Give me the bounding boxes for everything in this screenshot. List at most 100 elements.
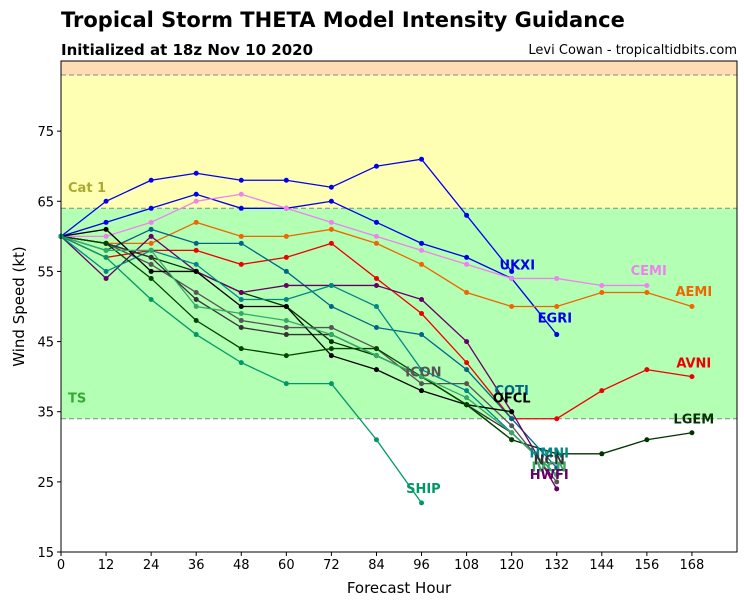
data-point-ivcn (509, 430, 515, 436)
data-point-dshp (238, 346, 244, 352)
init-time-subtitle: Initialized at 18z Nov 10 2020 (61, 41, 314, 59)
y-axis-label: Wind Speed (kt) (10, 246, 28, 367)
data-point-hwfi (103, 275, 109, 281)
x-tick-label: 132 (544, 558, 569, 573)
data-point-lgem (689, 430, 695, 436)
data-point-aemi (283, 233, 289, 239)
series-line-hmni (60, 235, 558, 476)
x-tick-label: 108 (454, 558, 479, 573)
data-point-ofcl (419, 388, 425, 394)
data-point-cemi (464, 261, 470, 267)
data-point-aemi (193, 219, 199, 225)
axes: 0 12 24 36 48 60 72 84 96 108 120 132 144 156 168 15 25 3… (37, 60, 738, 573)
band-label-cat-1: Cat 1 (68, 181, 106, 196)
label-coti: COTI (495, 384, 529, 399)
label-cemi: CEMI (631, 264, 667, 279)
data-point-ivcn (238, 311, 244, 317)
data-point-dshp (103, 240, 109, 246)
data-point-aemi (148, 240, 154, 246)
data-point-coti (283, 268, 289, 274)
data-point-egri (103, 219, 109, 225)
data-point-dshp (193, 318, 199, 324)
data-point-ofcl (238, 304, 244, 309)
data-point-ofcl (373, 367, 379, 373)
label-hwfi: HWFI (530, 468, 569, 483)
data-point-ukxi (464, 212, 470, 218)
band-cat-1 (61, 75, 737, 209)
data-point-avni (238, 261, 244, 267)
data-point-avni (419, 311, 425, 317)
y-tick-label: 35 (37, 406, 54, 421)
data-point-icon (193, 289, 199, 295)
data-point-cemi (103, 233, 109, 239)
data-point-aemi (419, 261, 425, 267)
y-tick-label: 15 (37, 546, 54, 561)
data-point-icon (328, 325, 334, 331)
data-point-hmni (328, 282, 334, 288)
data-point-ship (283, 381, 289, 387)
label-hmni: HMNI (529, 446, 569, 461)
data-point-cemi (328, 219, 334, 225)
x-tick-label: 96 (413, 558, 430, 573)
data-point-coti (328, 304, 334, 309)
data-point-aemi (238, 233, 244, 239)
data-point-ship (238, 360, 244, 366)
data-point-hwfi (238, 289, 244, 295)
series-cemi (58, 191, 650, 288)
label-lgem: LGEM (673, 413, 714, 428)
x-tick-label: 120 (499, 558, 524, 573)
series-line-coti (60, 228, 558, 469)
intensity-bands: TS Cat 1 (61, 61, 737, 552)
series-line-ncn (60, 235, 558, 476)
data-point-dshp (283, 353, 289, 359)
y-tick-label: 55 (37, 265, 54, 280)
data-point-egri (419, 240, 425, 246)
data-point-aemi (644, 289, 650, 295)
data-point-aemi (689, 304, 695, 309)
data-point-ivcn (193, 304, 199, 309)
band-cat2 (61, 61, 737, 76)
data-point-aemi (373, 240, 379, 246)
credit-text: Levi Cowan - tropicaltidbits.com (528, 43, 737, 58)
data-point-icon (148, 261, 154, 267)
data-point-avni (193, 247, 199, 253)
data-point-coti (193, 240, 199, 246)
data-point-hwfi (554, 486, 560, 492)
data-point-ship (193, 332, 199, 338)
data-point-dshp (328, 346, 334, 352)
data-point-ofcl (103, 226, 109, 232)
y-tick-label: 25 (37, 476, 54, 491)
data-point-ivcn (554, 472, 560, 478)
data-point-coti (509, 416, 515, 422)
data-point-cemi (193, 198, 199, 204)
data-point-avni (283, 254, 289, 260)
data-point-avni (554, 416, 560, 422)
x-tick-label: 12 (98, 558, 115, 573)
data-point-egri (554, 332, 560, 338)
x-tick-label: 72 (323, 558, 340, 573)
data-point-hmni (464, 388, 470, 394)
y-tick-label: 45 (37, 336, 54, 351)
data-point-icon (419, 381, 425, 387)
data-point-cemi (644, 282, 650, 288)
data-point-ofcl (193, 268, 199, 274)
data-point-ncn (238, 325, 244, 331)
data-point-hwfi (148, 233, 154, 239)
data-point-hwfi (464, 339, 470, 345)
data-point-icon (283, 325, 289, 331)
data-point-egri (193, 191, 199, 197)
label-ship: SHIP (406, 482, 441, 497)
series-group (58, 156, 695, 506)
data-point-ukxi (193, 170, 199, 176)
data-point-avni (599, 388, 605, 394)
data-point-coti (373, 325, 379, 331)
data-point-cemi (238, 191, 244, 197)
data-point-ofcl (509, 409, 515, 415)
data-point-lgem (599, 451, 605, 457)
data-point-lgem (328, 339, 334, 345)
data-point-hmni (103, 268, 109, 274)
data-point-dshp (373, 346, 379, 352)
label-egri: EGRI (538, 312, 572, 327)
data-point-egri (238, 205, 244, 211)
